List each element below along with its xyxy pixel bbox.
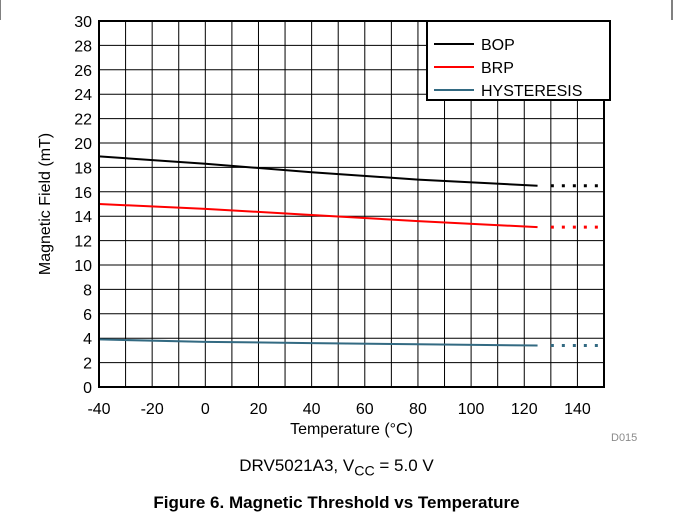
x-tick-label: -40 [87, 401, 110, 418]
figure-caption: Figure 6. Magnetic Threshold vs Temperat… [153, 493, 520, 512]
y-tick-label: 2 [83, 356, 92, 373]
y-tick-label: 8 [83, 282, 92, 299]
series-line-hysteresis [98, 338, 538, 347]
x-tick-label: 120 [511, 401, 538, 418]
subcaption-prefix: DRV5021A3, V [239, 456, 355, 475]
y-tick-label: 28 [74, 38, 92, 55]
chart-subcaption: DRV5021A3, VCC = 5.0 V [0, 456, 673, 479]
legend-label-hysteresis: HYSTERESIS [481, 83, 582, 100]
y-tick-label: 20 [74, 136, 92, 153]
y-tick-label: 10 [74, 258, 92, 275]
y-tick-label: 26 [74, 63, 92, 80]
y-axis-title: Magnetic Field (mT) [37, 133, 54, 275]
y-tick-label: 4 [83, 331, 92, 348]
x-tick-label: 60 [356, 401, 374, 418]
y-tick-label: 16 [74, 185, 92, 202]
y-tick-label: 12 [74, 234, 92, 251]
y-tick-label: 18 [74, 160, 92, 177]
y-tick-label: 14 [74, 209, 92, 226]
y-tick-label: 30 [74, 14, 92, 31]
x-tick-label: 140 [564, 401, 591, 418]
subcaption-subscript: CC [354, 463, 375, 480]
legend-box [426, 20, 611, 101]
plot-grid [99, 21, 604, 387]
x-axis-title: Temperature (°C) [290, 421, 413, 438]
series-line-brp [98, 203, 538, 229]
legend-label-brp: BRP [481, 60, 514, 77]
x-tick-label: 80 [409, 401, 427, 418]
figure-code: D015 [611, 432, 638, 444]
x-tick-label: 100 [458, 401, 485, 418]
x-tick-label: -20 [141, 401, 164, 418]
series-line-bop [98, 155, 538, 187]
y-tick-label: 24 [74, 87, 92, 104]
plot-area-border [98, 20, 605, 388]
x-tick-label: 40 [303, 401, 321, 418]
legend-label-bop: BOP [481, 37, 515, 54]
subcaption-suffix: = 5.0 V [374, 456, 434, 475]
legend: BOP BRP HYSTERESIS [426, 20, 611, 101]
series-lines [98, 155, 604, 348]
x-axis-ticks: -40 -20 0 20 40 60 80 100 120 140 [87, 401, 590, 418]
y-tick-label: 6 [83, 307, 92, 324]
x-tick-label: 0 [201, 401, 210, 418]
y-tick-label: 0 [83, 380, 92, 397]
x-tick-label: 20 [250, 401, 268, 418]
y-tick-label: 22 [74, 112, 92, 129]
